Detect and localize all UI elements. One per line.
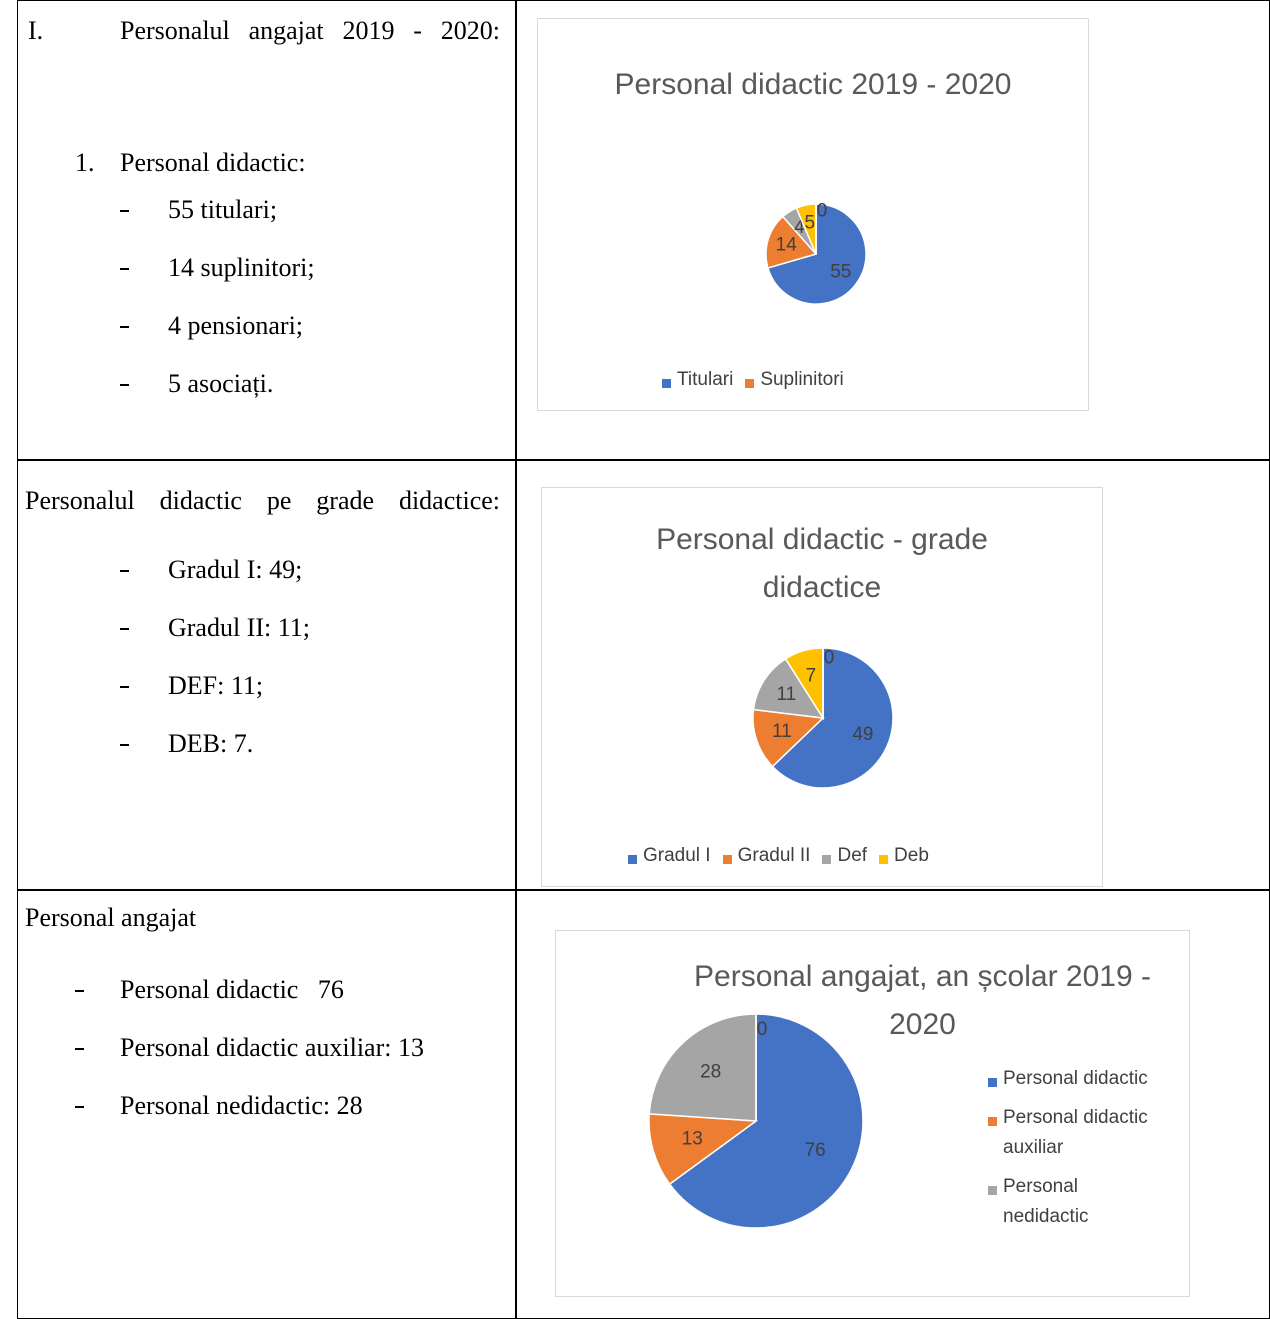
list-item: DEF: 11; [168,671,264,700]
legend-swatch [988,1078,997,1087]
legend: Titulari Suplinitori [662,369,856,395]
data-label: 14 [776,234,798,255]
legend-item: Personal didactic [988,1068,1156,1094]
legend-label: Gradul II [737,845,811,866]
data-label: 0 [824,648,835,669]
data-label: 55 [830,262,851,283]
pie: 76 13 28 0 [648,1013,864,1229]
list-item: 5 asociați. [168,369,274,398]
legend-item: Suplinitori [745,369,844,395]
legend-item: Gradul I [628,845,711,871]
data-label: 11 [776,684,796,705]
data-label: 4 [794,217,805,238]
bullet-dash [120,384,129,386]
bullet-dash [120,570,129,572]
bullet-dash [75,1106,84,1108]
heading: Personalul didactic pe grade didactice: [25,486,500,516]
legend-label: Def [837,845,868,866]
list-item: Gradul II: 11; [168,613,310,642]
legend-swatch [988,1117,997,1126]
bullet-dash [120,628,129,630]
pie: 55 144 50 [765,201,867,305]
chart: Personal didactic 2019 - 2020 55 14 4 5 0 Titu… [537,18,1089,411]
legend-swatch [879,855,889,864]
data-label: 76 [805,1140,826,1161]
data-label: 11 [772,721,792,742]
heading: Personal angajat [25,903,197,932]
legend-swatch [628,855,637,864]
chart: Personal didactic - grade didactice 49 11 1… [541,487,1103,887]
chart-title: Personal didactic 2019 - 2020 [614,68,1012,101]
data-label: 13 [682,1128,703,1149]
list-item: Personal didactic 76 [120,975,344,1004]
legend-swatch [662,379,671,388]
data-label: 28 [700,1062,721,1083]
heading: Personalul angajat 2019 - 2020: [120,16,500,46]
chart-title: Personal angajat, an școlar 2019 - 2020 [694,960,1151,1041]
pie-slice [648,1013,757,1122]
pie-slice [752,708,825,768]
data-label: 0 [757,1019,768,1040]
bullet-dash [75,1048,84,1050]
list-item: DEB: 7. [168,729,254,758]
legend-swatch [745,379,755,388]
bullet-dash [120,326,129,328]
legend-label: Personal nedidactic [1003,1176,1089,1227]
legend-item: Deb [879,845,929,871]
legend: Gradul I Gradul II Def Deb [628,845,941,871]
pie-slice [752,657,825,719]
legend-label: Deb [894,845,929,866]
legend-label: Personal didactic [1003,1068,1148,1089]
list-item: Personal didactic auxiliar: 13 [120,1033,424,1062]
list-item: Personal nedidactic: 28 [120,1091,363,1120]
chart: Personal angajat, an școlar 2019 - 2020 7… [555,930,1190,1297]
list-number: 1. [75,148,95,177]
legend-swatch [988,1186,997,1195]
data-label: 49 [852,724,873,745]
table-cell [17,0,517,461]
legend-label: Titulari [677,369,734,390]
legend-item: Gradul II [722,845,810,871]
list-title: Personal didactic: [120,148,306,177]
data-label: 5 [805,213,816,234]
list-item: 14 suplinitori; [168,253,315,282]
data-label: 7 [806,665,817,686]
bullet-dash [120,744,129,746]
legend-label: Suplinitori [760,369,844,390]
bullet-dash [120,268,129,270]
pie-slice [771,647,894,789]
bullet-dash [75,990,84,992]
legend-item: Def [822,845,867,871]
legend-item: Titulari [662,369,733,395]
heading-number: I. [28,16,44,45]
table-cell [17,459,517,891]
legend: Personal didactic Personal didactic auxil… [988,1068,1168,1248]
legend-item: Personal nedidactic [988,1176,1156,1232]
chart-title: Personal didactic - grade didactice [656,523,988,604]
legend-swatch [722,855,732,864]
legend-label: Personal didactic auxiliar [1003,1107,1148,1158]
legend-label: Gradul I [643,845,711,866]
bullet-dash [120,686,129,688]
legend-swatch [822,855,832,864]
heading-text: Personalul angajat 2019 - 2020: [120,16,500,45]
legend-item: Personal didactic auxiliar [988,1107,1156,1163]
pie-slice [648,1113,759,1186]
list-item: 55 titulari; [168,195,278,224]
pie-slice [668,1013,864,1229]
list-item: Gradul I: 49; [168,555,303,584]
bullet-dash [120,210,129,212]
heading-text: Personalul didactic pe grade didactice: [25,486,500,515]
pie: 49 11 11 70 [752,647,894,789]
data-label: 0 [817,201,828,222]
list-item: 4 pensionari; [168,311,304,340]
pie-slice [765,215,818,269]
